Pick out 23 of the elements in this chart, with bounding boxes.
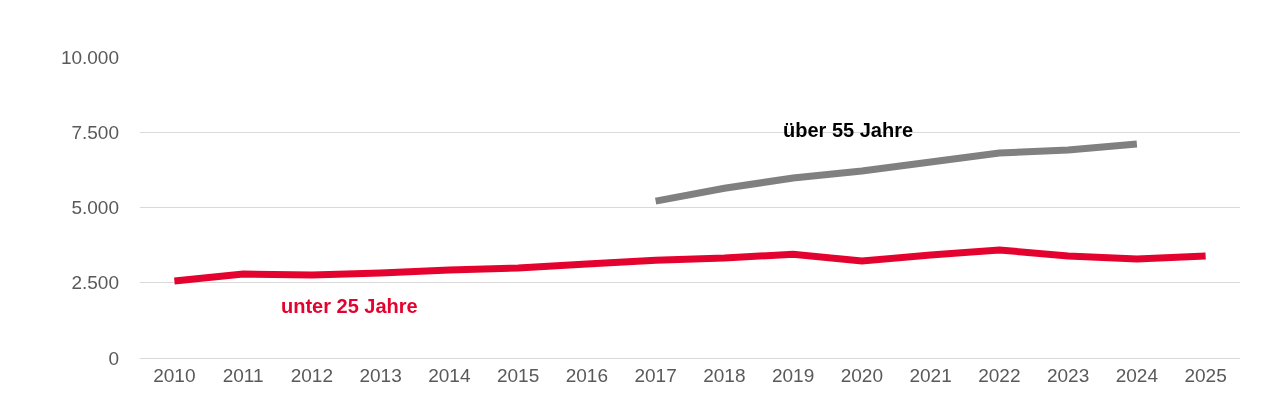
y-tick-label: 7.500: [71, 121, 119, 143]
x-tick-label: 2014: [428, 364, 471, 386]
x-tick-label: 2015: [496, 364, 540, 386]
y-tick-label: 0: [108, 347, 119, 369]
series-label: unter 25 Jahre: [281, 295, 418, 317]
x-tick-label: 2020: [840, 364, 884, 386]
x-tick-label: 2016: [565, 364, 609, 386]
x-tick-label: 2019: [771, 364, 815, 386]
x-tick-label: 2022: [978, 364, 1021, 386]
x-tick-label: 2023: [1046, 364, 1090, 386]
x-tick-label: 2011: [222, 364, 264, 386]
x-tick-label: 2025: [1184, 364, 1227, 386]
y-tick-label: 5.000: [71, 197, 119, 219]
x-tick-label: 2018: [703, 364, 746, 386]
x-tick-label: 2017: [634, 364, 677, 386]
x-tick-label: 2010: [153, 364, 196, 386]
x-tick-label: 2013: [359, 364, 402, 386]
x-tick-label: 2021: [909, 364, 952, 386]
x-tick-label: 2012: [290, 364, 334, 386]
y-tick-label: 10.000: [60, 46, 119, 68]
series-label: über 55 Jahre: [783, 119, 914, 141]
y-tick-label: 2.500: [71, 272, 119, 294]
x-tick-label: 2024: [1115, 364, 1159, 386]
